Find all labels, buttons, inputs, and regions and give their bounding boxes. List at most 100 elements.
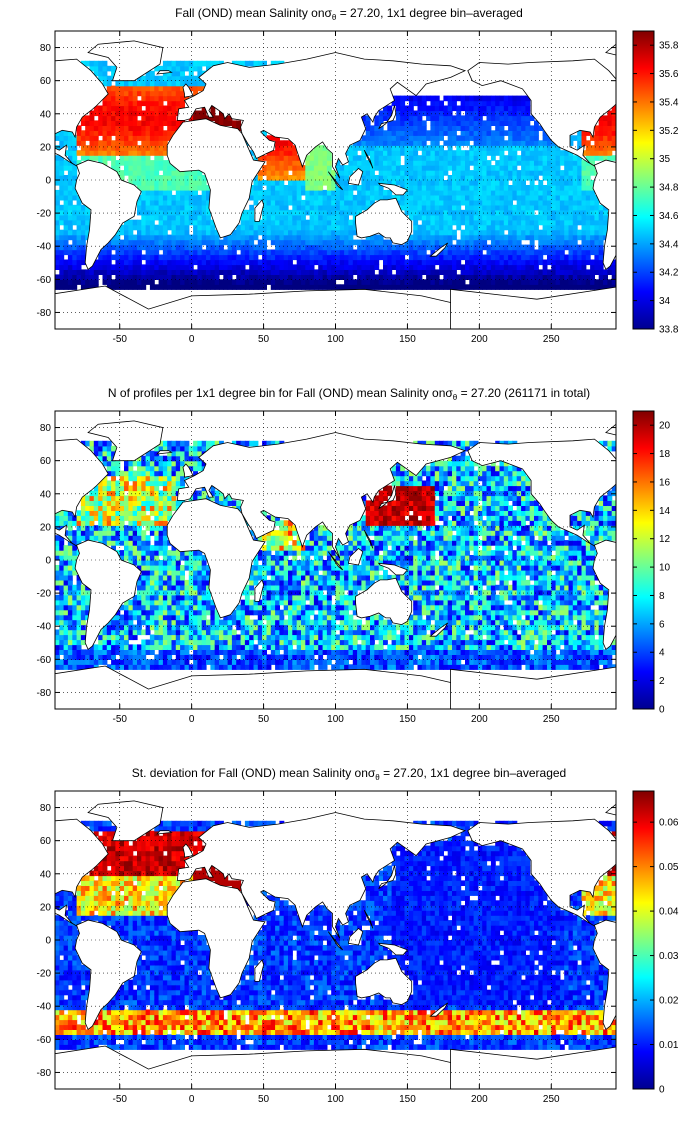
data-cell — [439, 165, 444, 171]
data-cell — [512, 140, 518, 146]
data-cell — [158, 214, 164, 221]
data-cell — [102, 259, 108, 266]
data-cell — [72, 550, 78, 556]
data-cell — [322, 224, 328, 231]
data-cell — [80, 664, 86, 670]
data-cell — [503, 234, 509, 241]
data-cell — [128, 619, 134, 626]
data-cell — [162, 85, 168, 92]
data-cell — [188, 555, 194, 561]
data-cell — [111, 110, 116, 117]
data-cell — [149, 520, 155, 526]
data-cell — [521, 279, 526, 285]
data-cell — [76, 239, 82, 246]
data-cell — [188, 634, 194, 641]
data-cell — [124, 470, 129, 477]
data-cell — [76, 574, 82, 581]
data-cell — [525, 274, 531, 280]
data-cell — [374, 135, 380, 141]
data-cell — [175, 274, 181, 280]
data-cell — [473, 274, 479, 280]
data-cell — [309, 194, 315, 201]
data-cell — [158, 614, 164, 621]
data-cell — [283, 249, 289, 256]
data-cell — [201, 115, 207, 121]
data-cell — [67, 135, 73, 141]
data-cell — [167, 214, 173, 221]
data-cell — [490, 254, 496, 261]
data-cell — [63, 530, 69, 536]
data-cell — [67, 194, 73, 201]
data-cell — [63, 140, 69, 146]
data-cell — [236, 269, 242, 275]
data-cell — [503, 155, 509, 161]
data-cell — [106, 274, 112, 280]
data-cell — [357, 185, 362, 191]
data-cell — [171, 279, 177, 285]
data-cell — [249, 264, 255, 270]
data-cell — [137, 555, 142, 561]
data-cell — [154, 259, 160, 266]
data-cell — [55, 525, 60, 531]
data-cell — [111, 95, 116, 102]
data-cell — [111, 545, 116, 551]
data-cell — [421, 105, 427, 112]
data-cell — [344, 274, 349, 280]
data-cell — [111, 115, 116, 121]
data-cell — [460, 175, 466, 181]
data-cell — [180, 644, 185, 650]
data-cell — [63, 234, 69, 241]
data-cell — [534, 135, 539, 141]
data-cell — [80, 140, 86, 146]
data-cell — [417, 224, 423, 231]
data-cell — [257, 284, 263, 290]
data-cell — [534, 185, 539, 191]
data-cell — [318, 209, 324, 216]
data-cell — [128, 125, 134, 131]
data-cell — [266, 254, 272, 261]
data-cell — [167, 249, 173, 256]
data-cell — [456, 165, 462, 171]
data-cell — [339, 259, 345, 266]
data-cell — [279, 269, 285, 275]
data-cell — [547, 204, 552, 211]
data-cell — [149, 110, 155, 117]
data-cell — [184, 264, 190, 270]
data-cell — [309, 175, 315, 181]
data-cell — [63, 574, 69, 581]
data-cell — [288, 160, 293, 166]
data-cell — [167, 624, 173, 631]
data-cell — [568, 185, 574, 191]
data-cell — [115, 619, 121, 626]
data-cell — [201, 229, 207, 236]
data-cell — [184, 209, 190, 216]
data-cell — [443, 110, 449, 117]
data-cell — [503, 259, 509, 266]
data-cell — [521, 189, 526, 196]
data-cell — [249, 189, 255, 196]
data-cell — [473, 264, 479, 270]
data-cell — [119, 110, 125, 117]
data-cell — [434, 155, 440, 161]
data-cell — [111, 485, 116, 492]
data-cell — [357, 204, 362, 211]
data-cell — [76, 140, 82, 146]
data-cell — [193, 204, 198, 211]
data-cell — [439, 254, 444, 261]
data-cell — [175, 80, 181, 87]
data-cell — [145, 599, 151, 606]
data-cell — [482, 269, 488, 275]
data-cell — [76, 135, 82, 141]
data-cell — [206, 194, 211, 201]
data-cell — [555, 274, 561, 280]
data-cell — [547, 199, 552, 206]
data-cell — [119, 264, 125, 270]
data-cell — [162, 589, 168, 596]
data-cell — [124, 120, 129, 126]
data-cell — [132, 599, 138, 606]
data-cell — [72, 520, 78, 526]
data-cell — [80, 624, 86, 631]
data-cell — [383, 269, 388, 275]
data-cell — [577, 160, 583, 166]
data-cell — [55, 130, 60, 136]
